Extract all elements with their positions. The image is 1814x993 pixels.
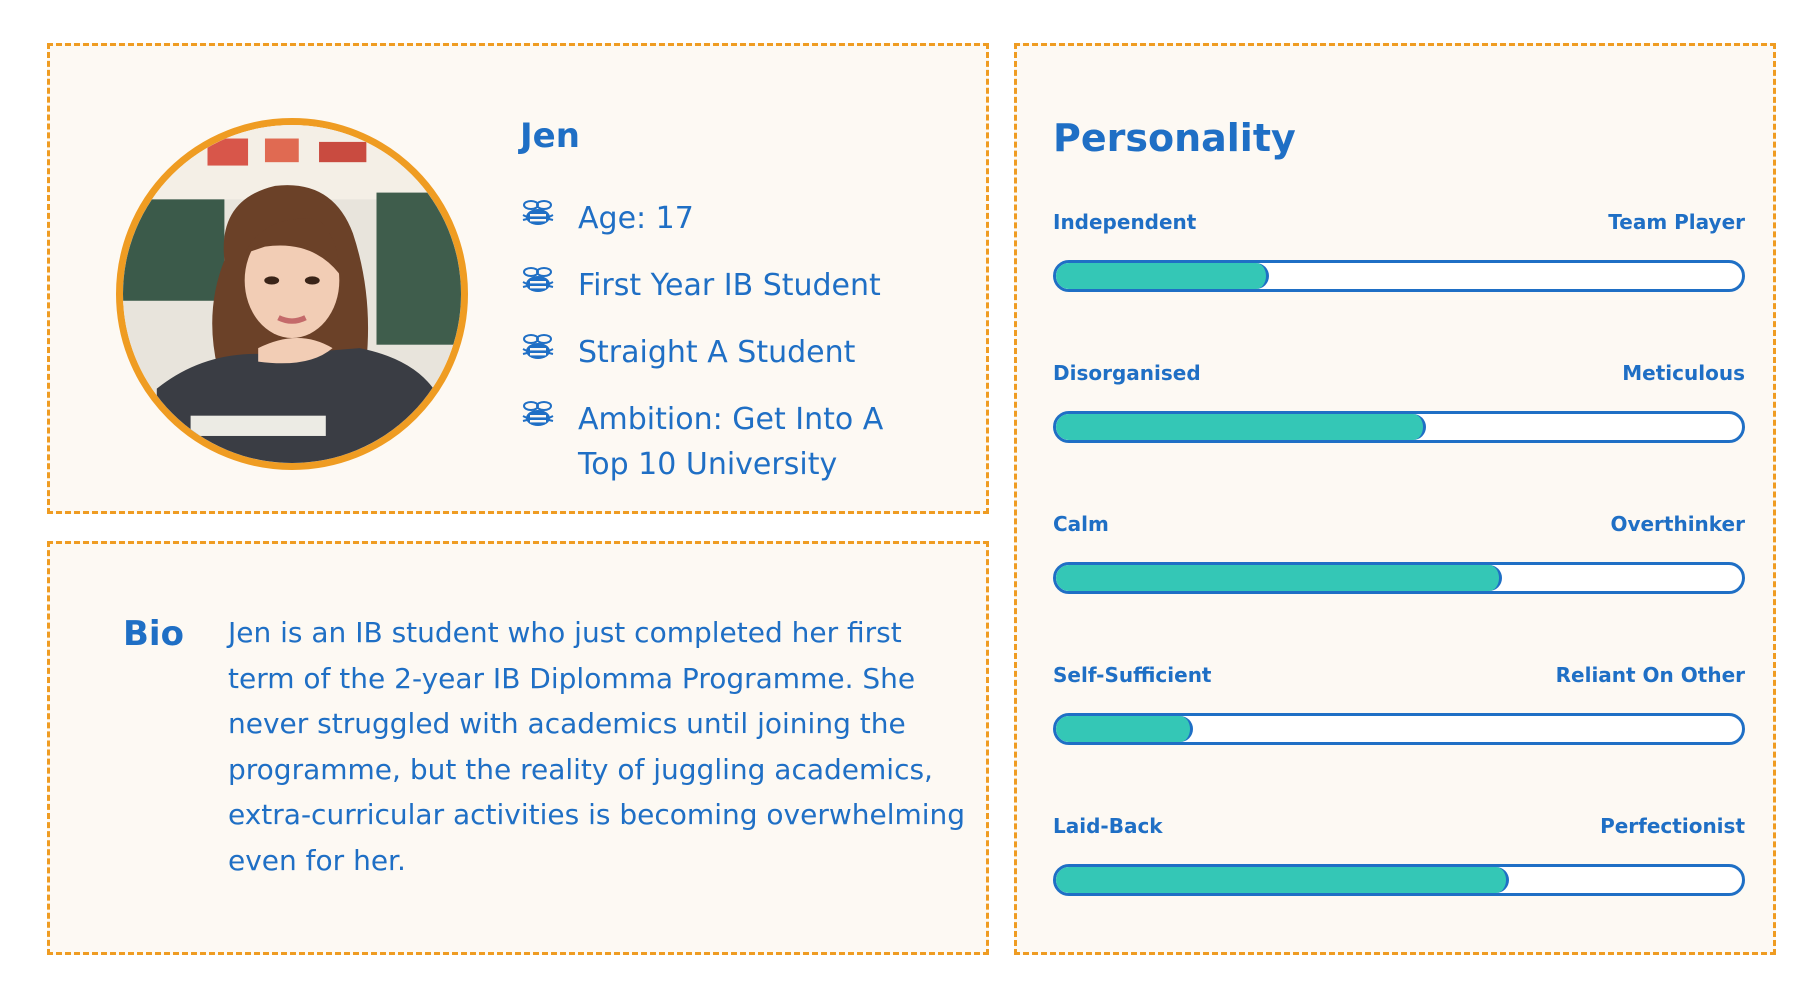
fact-grades: Straight A Student — [520, 330, 960, 375]
trait-organisation: Disorganised Meticulous — [1053, 361, 1745, 451]
student-photo — [123, 125, 461, 463]
trait-bar-fill — [1056, 716, 1194, 742]
bee-icon — [520, 198, 556, 228]
trait-perfectionism: Laid-Back Perfectionist — [1053, 814, 1745, 904]
trait-right-label: Overthinker — [1610, 512, 1745, 536]
fact-age: Age: 17 — [520, 196, 960, 241]
trait-right-label: Meticulous — [1622, 361, 1745, 385]
trait-left-label: Independent — [1053, 210, 1197, 234]
trait-left-label: Disorganised — [1053, 361, 1201, 385]
trait-bar — [1053, 713, 1745, 745]
facts-list: Age: 17 First Year IB Student Straight A… — [520, 196, 960, 509]
trait-calmness: Calm Overthinker — [1053, 512, 1745, 602]
fact-text: Age: 17 — [578, 201, 694, 236]
bio-label: Bio — [123, 614, 184, 654]
bio-text: Jen is an IB student who just completed … — [228, 616, 966, 877]
trait-independence: Independent Team Player — [1053, 210, 1745, 300]
avatar — [116, 118, 468, 470]
trait-bar — [1053, 411, 1745, 443]
fact-text: Ambition: Get Into A Top 10 University — [578, 402, 884, 482]
trait-left-label: Laid-Back — [1053, 814, 1163, 838]
personality-card: Personality Independent Team Player Diso… — [1014, 43, 1776, 955]
fact-text: First Year IB Student — [578, 268, 881, 303]
trait-bar — [1053, 260, 1745, 292]
trait-bar-fill — [1056, 565, 1502, 591]
fact-year: First Year IB Student — [520, 263, 960, 308]
bio-card: Bio Jen is an IB student who just comple… — [47, 541, 989, 955]
fact-ambition: Ambition: Get Into A Top 10 University — [520, 397, 960, 487]
trait-right-label: Perfectionist — [1600, 814, 1745, 838]
trait-right-label: Team Player — [1608, 210, 1745, 234]
bee-icon — [520, 332, 556, 362]
trait-bar-fill — [1056, 867, 1509, 893]
trait-bar — [1053, 864, 1745, 896]
profile-card: Jen Age: 17 First Year IB Student Straig… — [47, 43, 989, 514]
bee-icon — [520, 265, 556, 295]
trait-right-label: Reliant On Other — [1555, 663, 1745, 687]
trait-left-label: Self-Sufficient — [1053, 663, 1212, 687]
trait-bar-fill — [1056, 263, 1269, 289]
trait-left-label: Calm — [1053, 512, 1109, 536]
fact-text: Straight A Student — [578, 335, 856, 370]
trait-bar-fill — [1056, 414, 1427, 440]
personality-title: Personality — [1053, 116, 1296, 160]
trait-reliance: Self-Sufficient Reliant On Other — [1053, 663, 1745, 753]
trait-bar — [1053, 562, 1745, 594]
persona-name: Jen — [520, 116, 580, 156]
bee-icon — [520, 399, 556, 429]
